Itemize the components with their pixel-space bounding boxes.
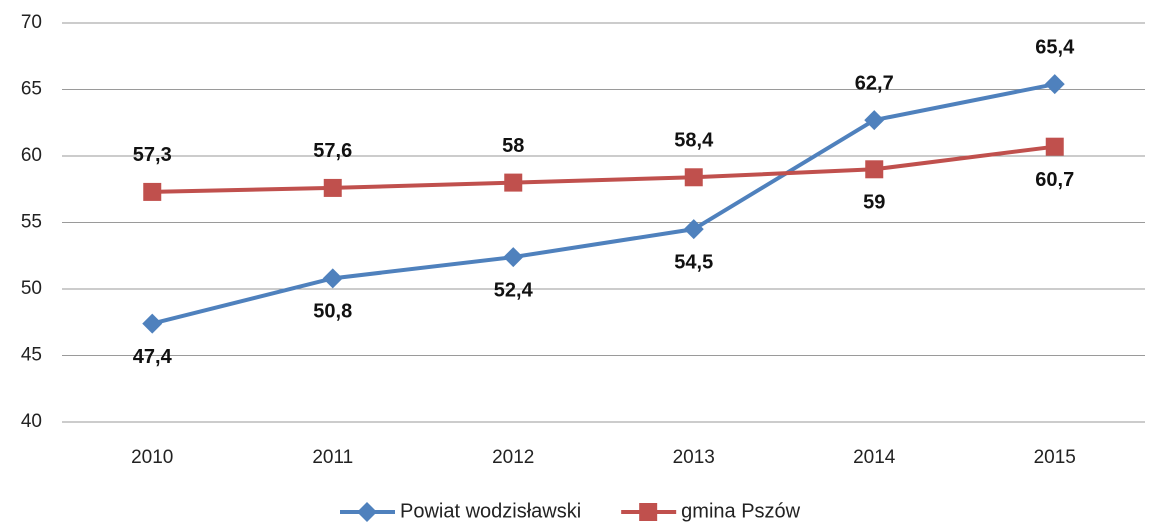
data-point: [865, 160, 884, 179]
data-label: 54,5: [674, 251, 713, 273]
data-label: 57,6: [313, 140, 352, 162]
x-tick-label: 2011: [312, 447, 353, 468]
data-label: 57,3: [133, 144, 172, 166]
legend-label: gmina Pszów: [681, 500, 800, 522]
x-tick-label: 2014: [853, 447, 896, 468]
x-tick-label: 2015: [1034, 447, 1076, 468]
data-point: [1044, 74, 1065, 95]
y-tick-label: 65: [21, 79, 42, 100]
data-label: 59: [863, 192, 885, 214]
data-point: [684, 168, 703, 187]
data-label: 47,4: [133, 346, 173, 368]
x-tick-label: 2013: [673, 447, 715, 468]
series-line: [151, 82, 1056, 326]
data-label: 60,7: [1035, 169, 1074, 191]
data-label: 58: [502, 135, 524, 157]
y-tick-label: 60: [21, 145, 42, 166]
data-point: [322, 268, 343, 289]
series-line: [152, 144, 1055, 194]
y-tick-label: 40: [21, 411, 42, 432]
y-tick-label: 70: [21, 12, 42, 33]
data-label: 65,4: [1035, 36, 1075, 58]
y-tick-label: 55: [21, 212, 42, 233]
legend-marker: [357, 502, 377, 522]
data-label: 50,8: [313, 301, 352, 323]
data-point: [323, 178, 342, 197]
y-tick-label: 45: [21, 345, 42, 366]
y-tick-label: 50: [21, 278, 42, 299]
legend-label: Powiat wodzisławski: [400, 500, 581, 522]
data-point: [683, 219, 704, 240]
legend-marker: [639, 503, 658, 521]
data-point: [864, 110, 885, 131]
x-tick-label: 2010: [131, 447, 173, 468]
data-label: 58,4: [674, 130, 714, 152]
data-label: 62,7: [855, 72, 894, 94]
data-point: [143, 182, 162, 201]
data-point: [504, 173, 523, 192]
data-point: [142, 313, 163, 334]
data-point: [503, 247, 524, 268]
data-label: 52,4: [494, 279, 534, 301]
x-tick-label: 2012: [492, 447, 534, 468]
data-point: [1045, 137, 1064, 156]
